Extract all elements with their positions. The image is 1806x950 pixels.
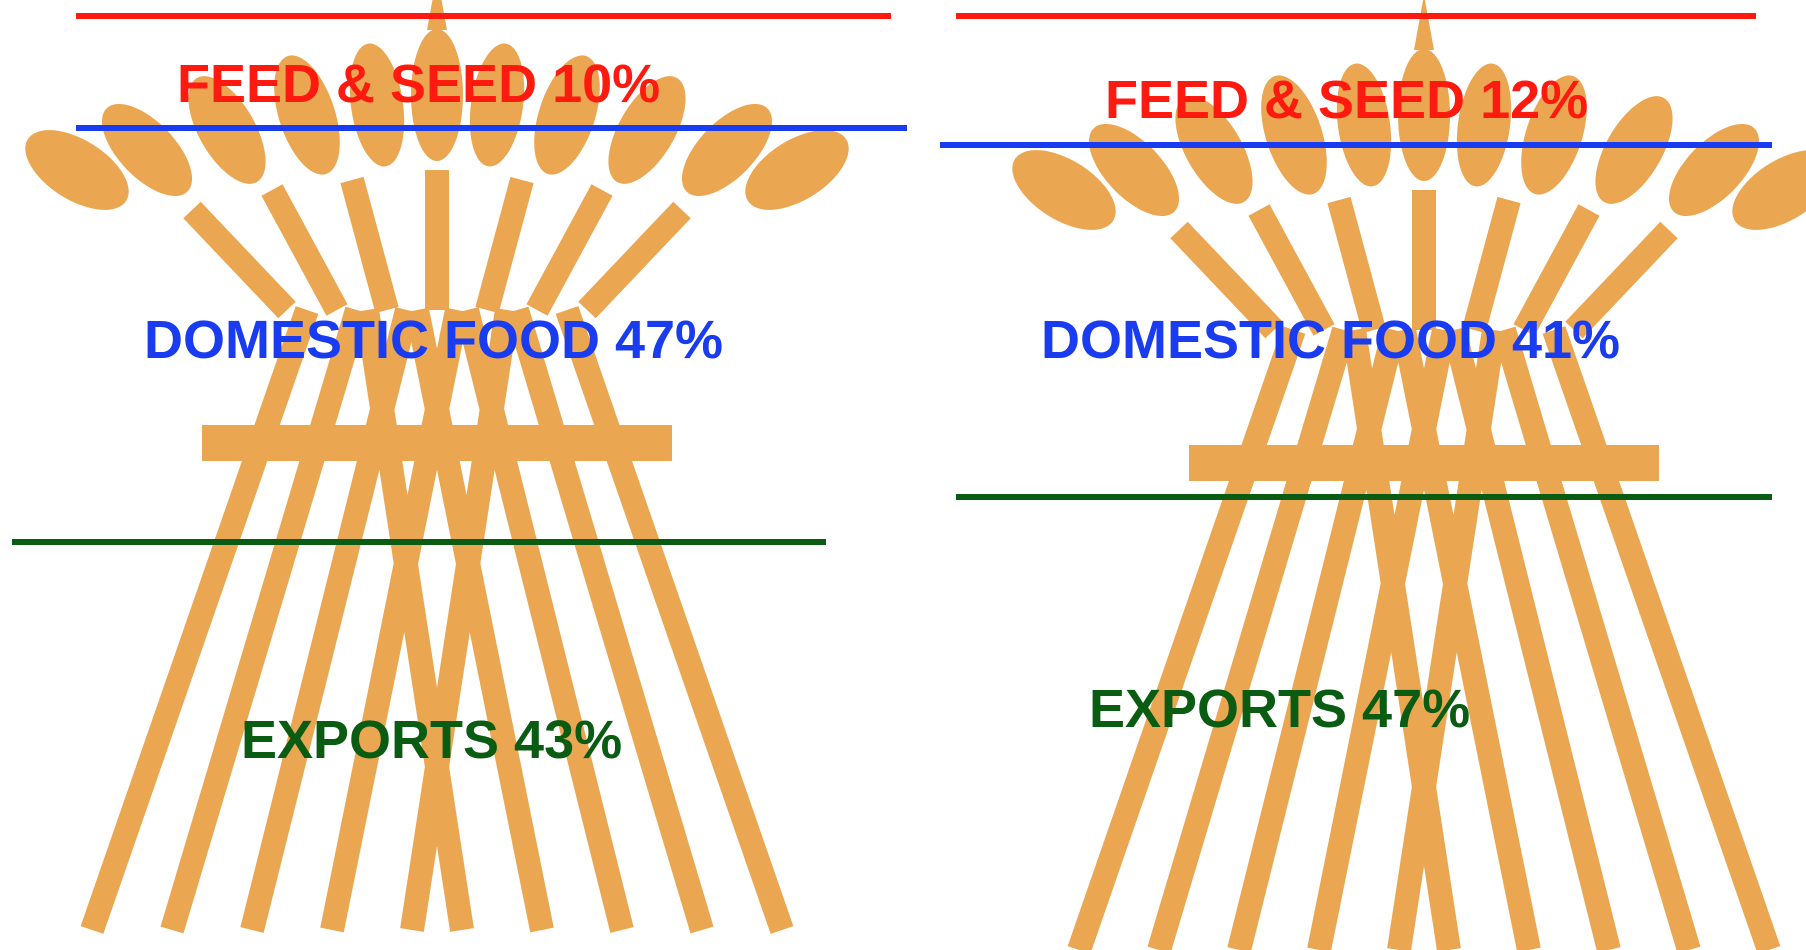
domestic-food-label: DOMESTIC FOOD 47% [144,310,723,370]
wheat-sheaf-icon [12,0,862,930]
feed-seed-label: FEED & SEED 10% [177,54,660,114]
domestic-food-label: DOMESTIC FOOD 41% [1041,310,1620,370]
exports-label: EXPORTS 47% [1089,679,1470,739]
feed-seed-label: FEED & SEED 12% [1105,70,1588,130]
chart-panel-right: FEED & SEED 12% DOMESTIC FOOD 41% EXPORT… [940,0,1806,950]
exports-label: EXPORTS 43% [241,710,622,770]
chart-panel-left: FEED & SEED 10% DOMESTIC FOOD 47% EXPORT… [12,0,907,930]
